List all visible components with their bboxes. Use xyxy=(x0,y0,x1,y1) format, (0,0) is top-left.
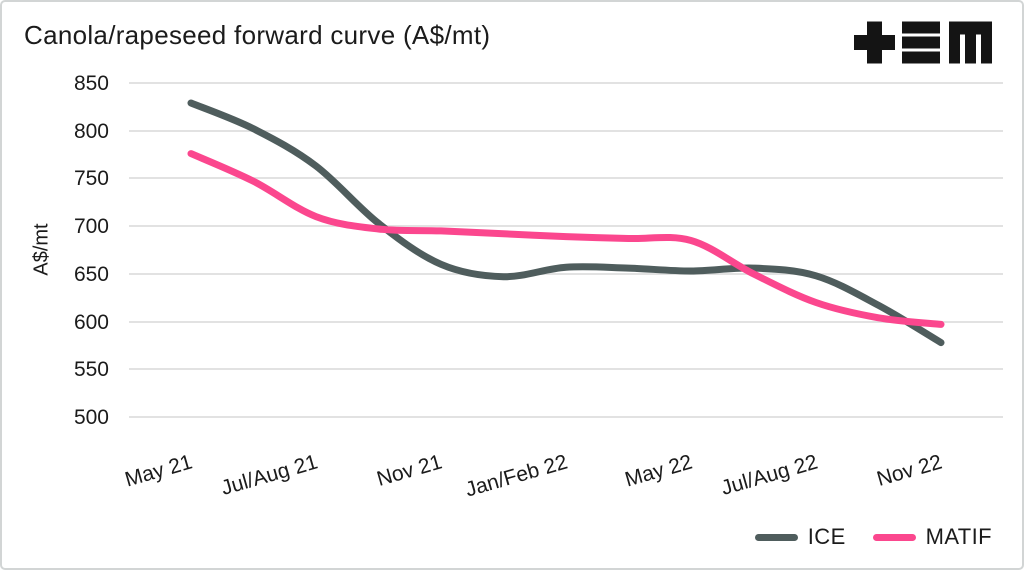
gridline xyxy=(129,177,1003,180)
y-tick-label: 600 xyxy=(73,310,109,334)
x-tick-label: Nov 21 xyxy=(374,450,446,491)
tem-logo xyxy=(854,21,992,64)
legend-swatch-matif xyxy=(872,533,916,541)
y-tick-label: 500 xyxy=(73,406,109,429)
legend-label-ice: ICE xyxy=(807,524,846,549)
y-tick-label: 800 xyxy=(73,119,109,143)
y-tick-label: 650 xyxy=(73,262,109,286)
triple-bar-icon xyxy=(902,21,940,64)
tem-logo-graphic xyxy=(854,21,992,64)
legend: ICE MATIF xyxy=(754,522,992,552)
legend-label-matif: MATIF xyxy=(925,524,992,549)
ice-line xyxy=(187,99,945,347)
m-glyph-icon xyxy=(949,21,992,64)
x-tick-label: Jan/Feb 22 xyxy=(462,450,571,502)
y-tick-label: 700 xyxy=(73,215,109,239)
x-tick-label: May 21 xyxy=(122,450,196,492)
gridline xyxy=(129,225,1003,228)
gridline xyxy=(129,320,1003,323)
gridline xyxy=(129,129,1003,132)
y-tick-label: 550 xyxy=(73,358,109,382)
gridline xyxy=(129,416,1003,418)
x-tick-label: Jul/Aug 22 xyxy=(718,450,821,500)
gridline xyxy=(129,82,1003,84)
gridline xyxy=(129,368,1003,371)
x-tick-label: Jul/Aug 21 xyxy=(218,450,321,500)
x-tick-label: May 22 xyxy=(622,450,696,492)
plus-icon xyxy=(854,21,895,64)
gridline xyxy=(129,272,1003,275)
chart-title: Canola/rapeseed forward curve (A$/mt) xyxy=(24,20,491,50)
legend-swatch-ice xyxy=(754,533,798,541)
x-tick-label: Nov 22 xyxy=(874,450,946,491)
y-tick-label: 750 xyxy=(73,167,109,191)
y-tick-label: 850 xyxy=(73,72,109,95)
